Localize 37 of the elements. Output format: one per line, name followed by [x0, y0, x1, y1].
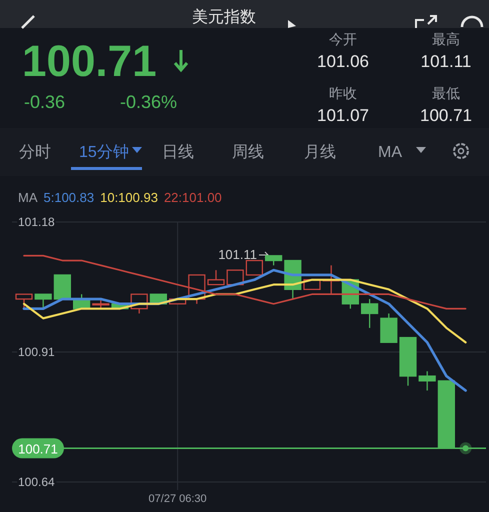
- text: -0.36%: [120, 92, 178, 112]
- candlestick: [34, 294, 52, 310]
- y-tick-label: 100.64: [18, 474, 56, 489]
- x-tick-label: 07/27 06:30: [148, 492, 207, 505]
- y-tick-label: 101.18: [18, 214, 56, 229]
- annotation: 101.11: [218, 247, 257, 262]
- text: 100.71: [420, 106, 472, 125]
- candlestick: [15, 294, 33, 310]
- text: 10:100.93: [100, 190, 158, 205]
- legend-title: MA: [18, 190, 38, 205]
- text: 101.07: [317, 106, 369, 125]
- text: 今开: [329, 31, 357, 47]
- y-tick-label: 100.91: [18, 344, 56, 359]
- text: 100.71: [22, 37, 157, 86]
- text: 15分钟: [79, 144, 129, 161]
- text: 22:101.00: [164, 190, 222, 205]
- text: 101.06: [317, 52, 369, 71]
- candlestick: [418, 370, 436, 392]
- text: 日线: [162, 143, 194, 161]
- text: 101.11: [420, 52, 472, 71]
- chart-title: 美元指数: [192, 8, 256, 26]
- candlestick: [207, 270, 225, 286]
- text: -0.36: [24, 92, 66, 112]
- text: 5:100.83: [44, 190, 94, 205]
- text: MA: [378, 144, 402, 161]
- candlestick: [265, 255, 282, 266]
- text: 最低: [432, 85, 460, 101]
- text: 周线: [232, 143, 264, 161]
- candlestick: [92, 298, 110, 310]
- text: 月线: [304, 143, 336, 161]
- candlestick: [361, 298, 378, 329]
- candlestick: [246, 260, 263, 276]
- text: 分时: [19, 143, 51, 161]
- text: 最高: [432, 31, 460, 47]
- line-series: [22, 278, 467, 344]
- ref-line-label: 100.71: [18, 441, 58, 456]
- text: 昨收: [329, 85, 357, 101]
